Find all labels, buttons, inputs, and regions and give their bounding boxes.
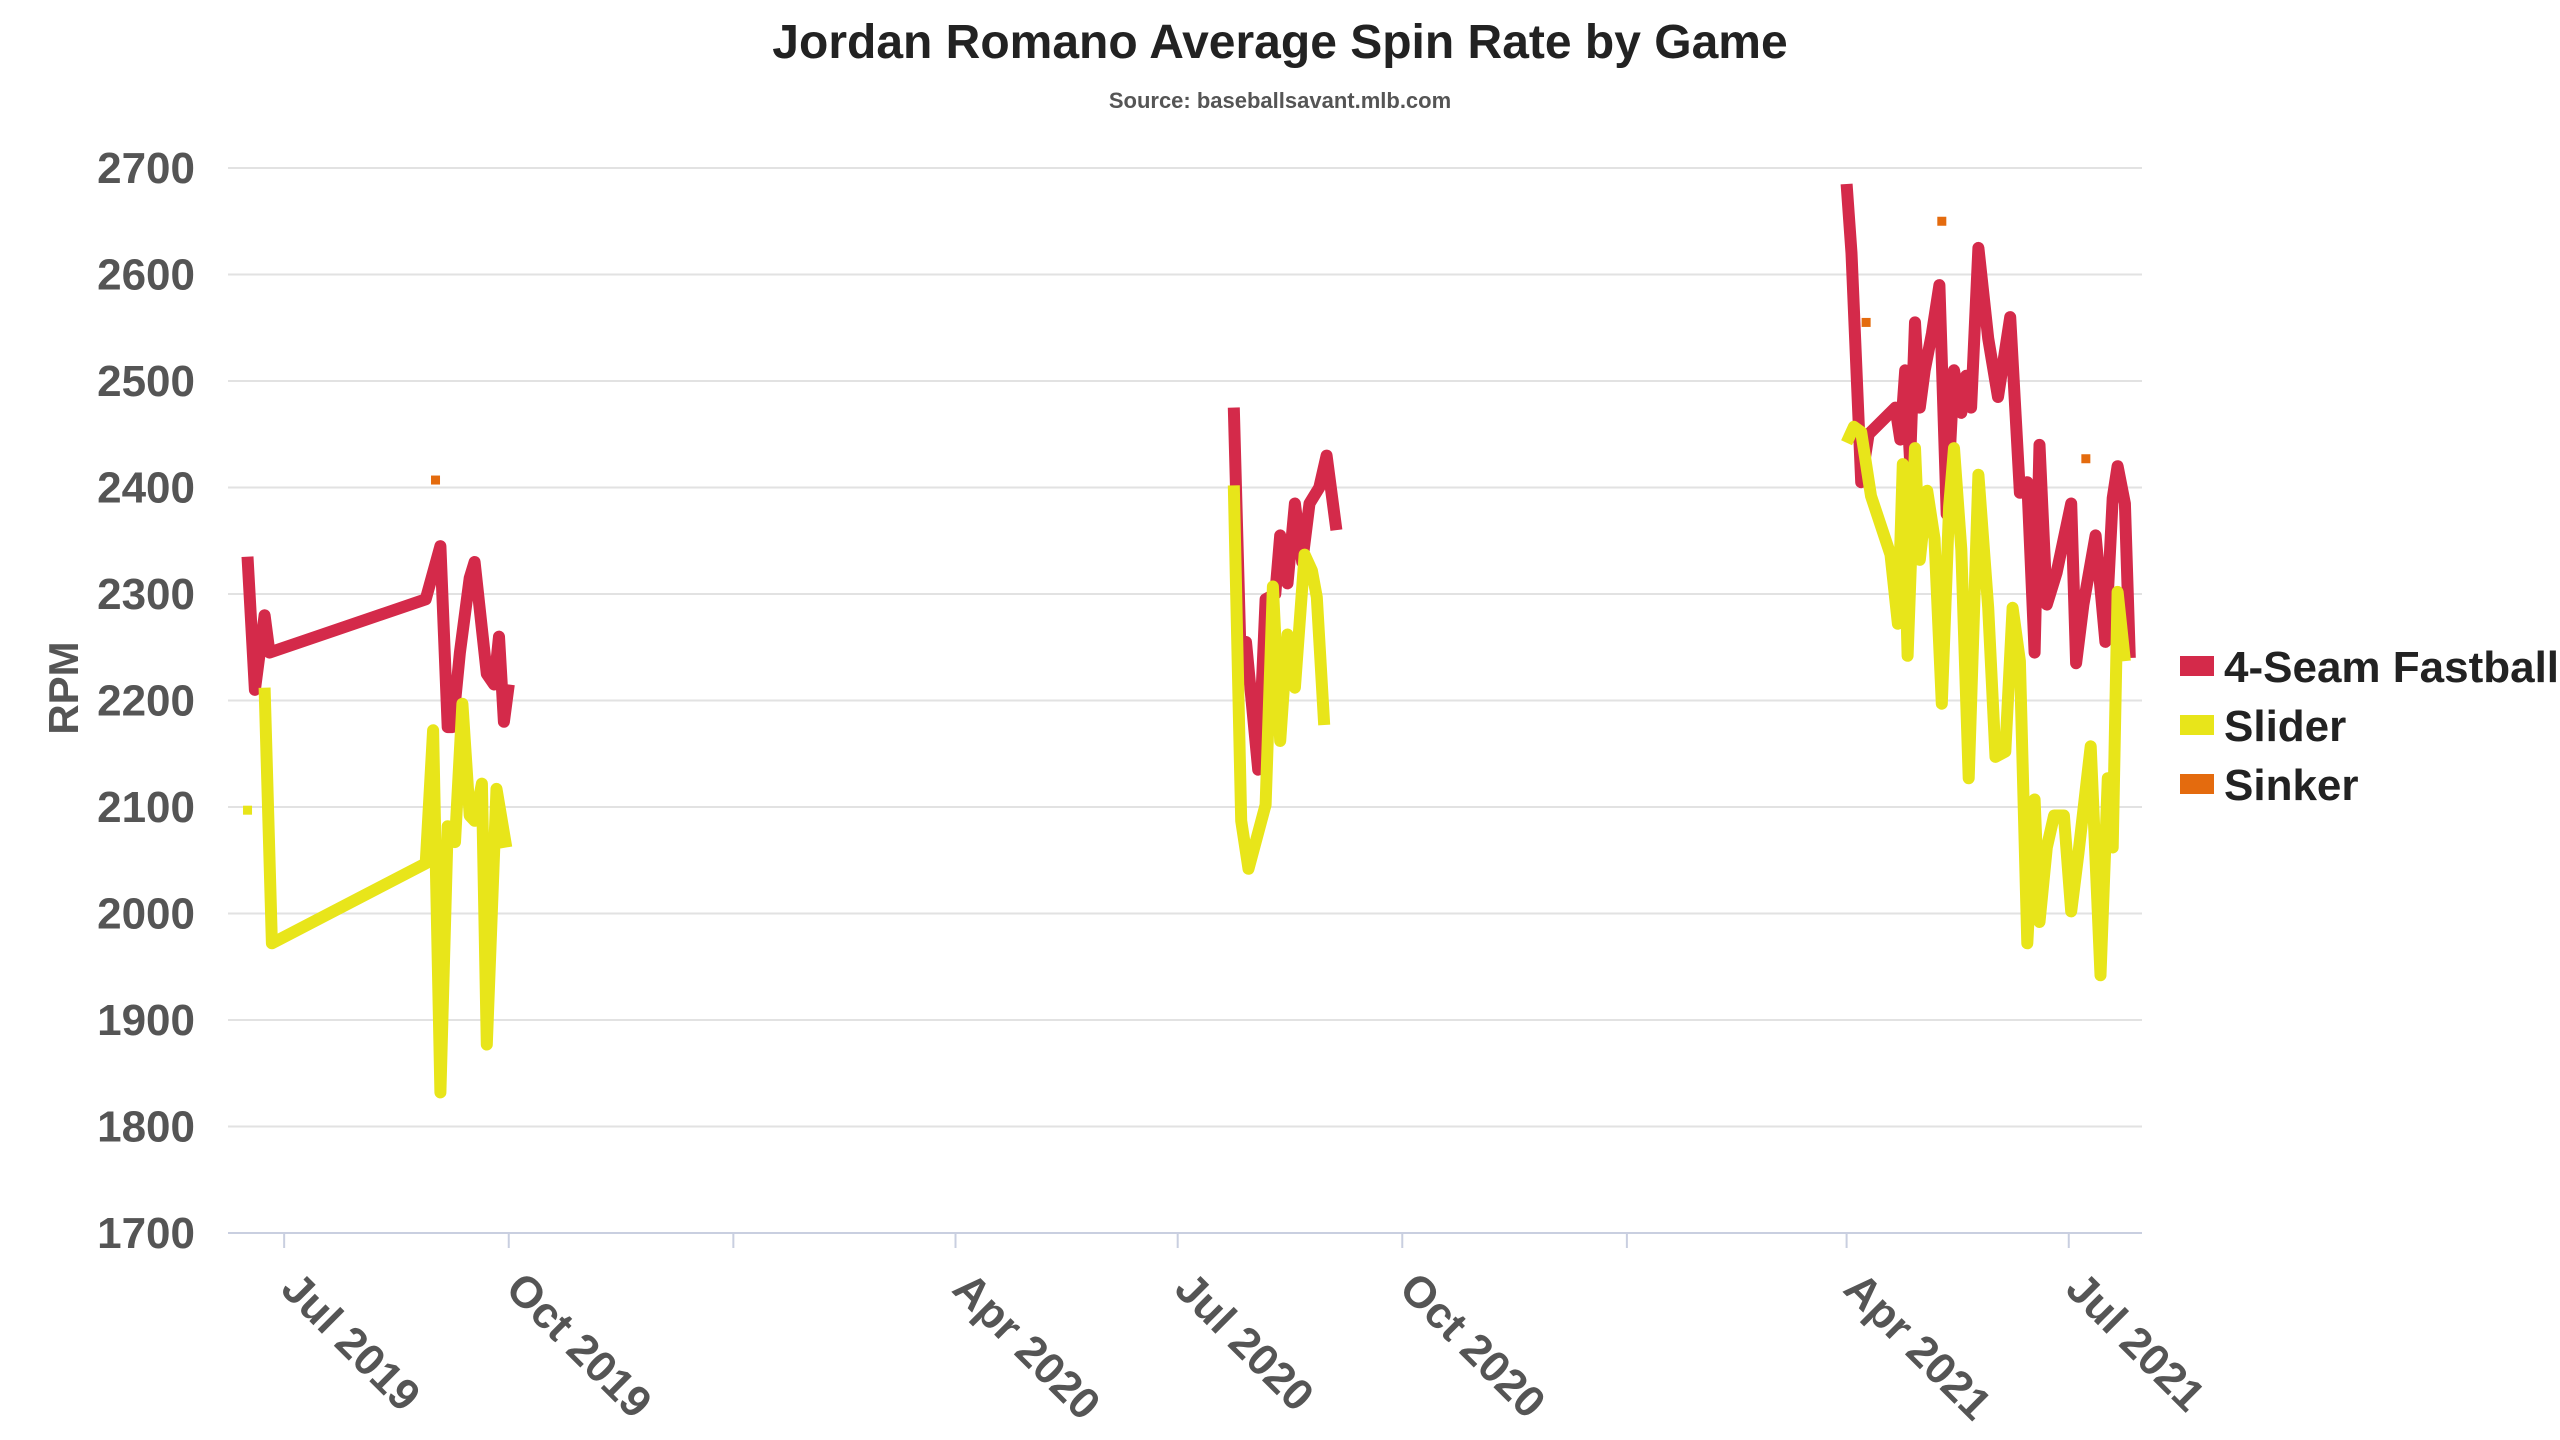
y-tick-label: 2400 — [97, 464, 195, 513]
series-line — [1227, 407, 1343, 776]
x-tick-label: Oct 2019 — [497, 1263, 661, 1427]
gridlines — [228, 167, 2142, 1234]
y-tick-label: 1700 — [97, 1209, 195, 1258]
y-tick-label: 2000 — [97, 890, 195, 939]
data-point — [1861, 317, 1871, 327]
legend-label: Slider — [2224, 702, 2346, 751]
series-line — [258, 687, 513, 1099]
y-tick-label: 2500 — [97, 357, 195, 406]
legend-swatch — [2180, 774, 2214, 794]
y-axis-ticks: 1700 1800 1900 2000 2100 2200 2300 2400 2500 2600… — [97, 144, 195, 1258]
x-tick-label: Jul 2020 — [1166, 1263, 1323, 1420]
x-axis-ticks: Jul 2019 Oct 2019 Apr 2020 Jul 2020 Oct 2020… — [272, 1233, 2214, 1430]
x-tick-label: Oct 2020 — [1390, 1263, 1554, 1427]
legend-label: 4-Seam Fastball — [2224, 643, 2559, 692]
legend: 4-Seam Fastball Slider Sinker — [2180, 643, 2559, 810]
y-tick-label: 1800 — [97, 1103, 195, 1152]
y-tick-label: 2100 — [97, 783, 195, 832]
data-point — [431, 475, 441, 485]
x-tick-label: Jul 2019 — [272, 1263, 429, 1420]
series-sinker — [431, 216, 2091, 485]
x-tick-label: Jul 2021 — [2057, 1263, 2214, 1420]
series-slider — [243, 420, 2131, 1099]
legend-swatch — [2180, 656, 2214, 676]
series-4-seam-fastball — [241, 183, 2136, 776]
data-point — [243, 805, 253, 815]
data-point — [2081, 454, 2091, 464]
series-line — [1840, 183, 2136, 670]
x-tick-label: Apr 2021 — [1835, 1263, 2001, 1429]
series — [241, 183, 2136, 1099]
y-tick-label: 2300 — [97, 570, 195, 619]
series-line — [1841, 420, 2131, 982]
x-tick-label: Apr 2020 — [943, 1263, 1109, 1429]
legend-label: Sinker — [2224, 761, 2359, 810]
series-line — [241, 540, 515, 734]
data-point — [1937, 216, 1947, 226]
y-tick-label: 2600 — [97, 251, 195, 300]
chart-title: Jordan Romano Average Spin Rate by Game — [772, 16, 1787, 69]
chart-subtitle: Source: baseballsavant.mlb.com — [1109, 88, 1451, 113]
y-tick-label: 1900 — [97, 996, 195, 1045]
y-tick-label: 2700 — [97, 144, 195, 193]
series-line — [1227, 485, 1331, 875]
y-axis-label: RPM — [40, 641, 87, 734]
y-tick-label: 2200 — [97, 677, 195, 726]
legend-swatch — [2180, 715, 2214, 735]
